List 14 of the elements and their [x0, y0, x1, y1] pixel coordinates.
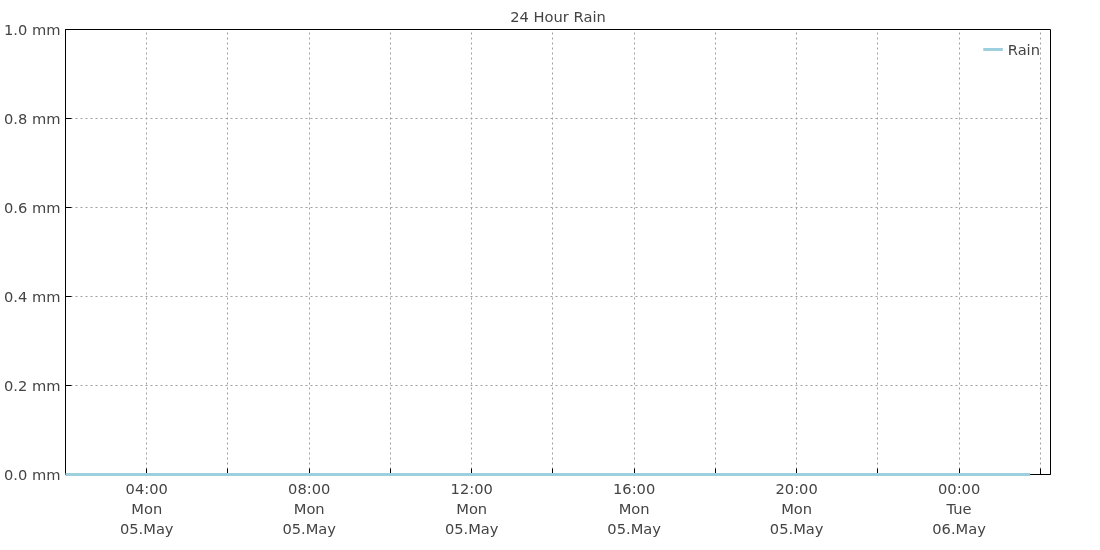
y-tick-label: 0.2 mm [3, 377, 61, 394]
x-tick-label: 00:00 Tue 06.May [932, 479, 987, 538]
y-tick-label: 0.8 mm [3, 110, 61, 127]
x-tick-label: 16:00 Mon 05.May [607, 479, 662, 538]
x-tick-label: 12:00 Mon 05.May [444, 479, 499, 538]
y-tick-label: 0.0 mm [3, 466, 61, 483]
x-tick-label: 04:00 Mon 05.May [119, 479, 174, 538]
y-tick-label: 1.0 mm [3, 21, 61, 38]
y-tick-label: 0.6 mm [3, 199, 61, 216]
y-tick-label: 0.4 mm [3, 288, 61, 305]
legend-label: Rain [1007, 40, 1040, 58]
x-tick-label: 08:00 Mon 05.May [282, 479, 337, 538]
x-tick-label: 20:00 Mon 05.May [769, 479, 824, 538]
chart-title: 24 Hour Rain [510, 7, 606, 25]
